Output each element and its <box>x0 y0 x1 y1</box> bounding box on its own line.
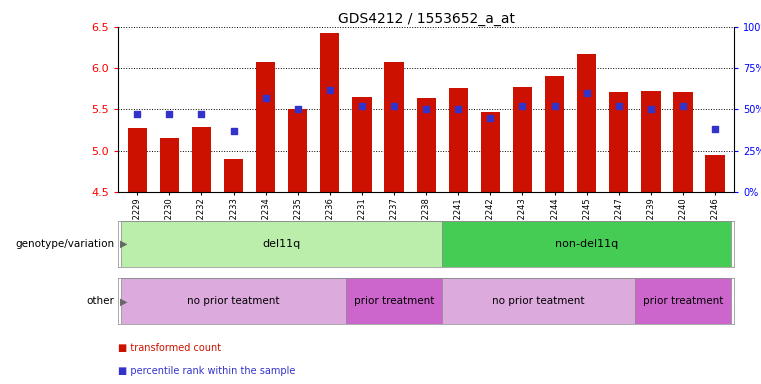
Point <box>260 95 272 101</box>
Bar <box>121 278 346 324</box>
Text: other: other <box>86 296 114 306</box>
Point <box>677 103 689 109</box>
Point <box>709 126 721 132</box>
Text: ■ transformed count: ■ transformed count <box>118 343 221 353</box>
Text: non-del11q: non-del11q <box>555 239 618 249</box>
Bar <box>416 98 436 192</box>
Bar <box>481 112 500 192</box>
Bar <box>673 92 693 192</box>
Text: genotype/variation: genotype/variation <box>15 239 114 249</box>
Bar <box>545 76 564 192</box>
Bar <box>352 97 371 192</box>
Point <box>323 86 336 93</box>
Bar <box>609 92 629 192</box>
Bar <box>577 54 597 192</box>
Bar <box>192 127 211 192</box>
Point <box>196 111 208 118</box>
Point <box>484 115 496 121</box>
Point <box>163 111 175 118</box>
Text: ▶: ▶ <box>119 296 127 306</box>
Bar <box>224 159 244 192</box>
Bar <box>635 278 731 324</box>
Point <box>549 103 561 109</box>
Bar <box>442 221 731 267</box>
Bar <box>288 109 307 192</box>
Bar <box>384 62 403 192</box>
Text: prior treatment: prior treatment <box>643 296 723 306</box>
Text: no prior teatment: no prior teatment <box>187 296 280 306</box>
Point <box>291 106 304 113</box>
Point <box>131 111 143 118</box>
Bar <box>128 128 147 192</box>
Point <box>420 106 432 113</box>
Bar <box>642 91 661 192</box>
Title: GDS4212 / 1553652_a_at: GDS4212 / 1553652_a_at <box>338 12 514 26</box>
Bar <box>256 62 275 192</box>
Point <box>388 103 400 109</box>
Bar <box>320 33 339 192</box>
Bar <box>346 278 442 324</box>
Point <box>581 90 593 96</box>
Bar <box>705 155 724 192</box>
Text: no prior teatment: no prior teatment <box>492 296 584 306</box>
Bar <box>442 278 635 324</box>
Text: ■ percentile rank within the sample: ■ percentile rank within the sample <box>118 366 295 376</box>
Point <box>645 106 657 113</box>
Text: ▶: ▶ <box>119 239 127 249</box>
Bar <box>449 88 468 192</box>
Point <box>356 103 368 109</box>
Text: prior treatment: prior treatment <box>354 296 435 306</box>
Bar <box>513 87 532 192</box>
Bar <box>160 138 179 192</box>
Text: del11q: del11q <box>263 239 301 249</box>
Point <box>517 103 529 109</box>
Point <box>613 103 625 109</box>
Bar <box>121 221 442 267</box>
Point <box>228 128 240 134</box>
Point <box>452 106 464 113</box>
